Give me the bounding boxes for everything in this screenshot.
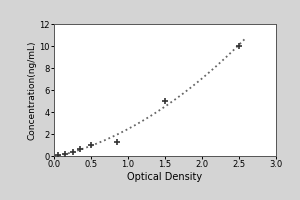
Y-axis label: Concentration(ng/mL): Concentration(ng/mL) — [28, 40, 37, 140]
X-axis label: Optical Density: Optical Density — [128, 172, 202, 182]
